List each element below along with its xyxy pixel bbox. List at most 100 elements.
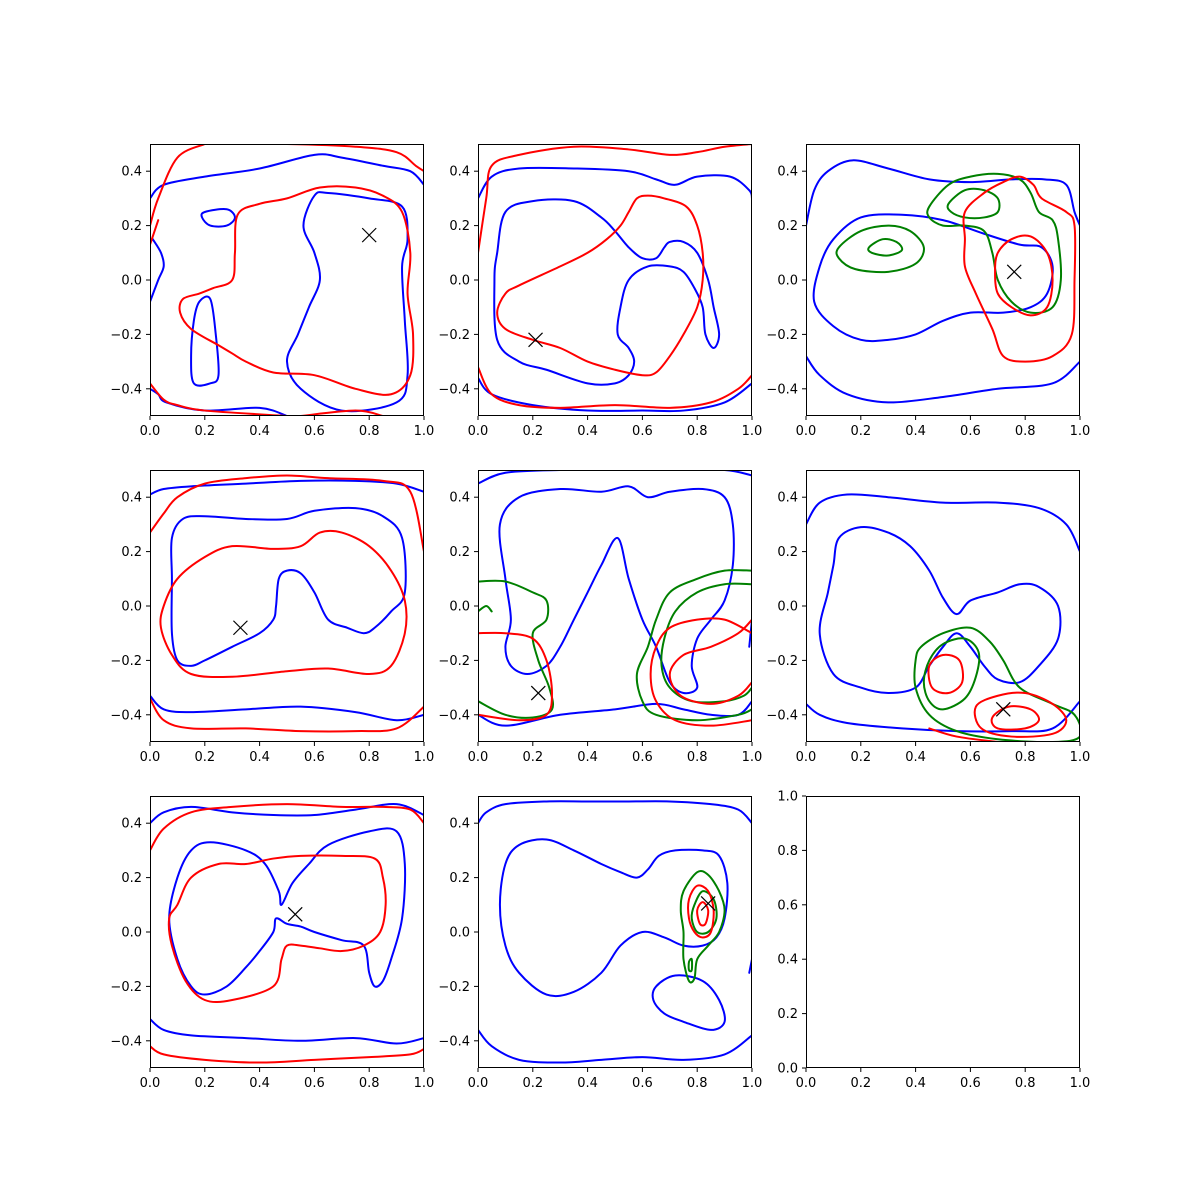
y-tick-label: 0.2 bbox=[449, 871, 470, 886]
contour-line-5 bbox=[922, 637, 981, 711]
y-tick-label: 0.0 bbox=[777, 274, 798, 289]
x-tick-label: 0.4 bbox=[905, 1076, 926, 1091]
x-tick-label: 0.0 bbox=[796, 1076, 817, 1091]
x-tick-label: 1.0 bbox=[1070, 424, 1091, 439]
contour-line-6 bbox=[150, 238, 165, 303]
x-tick-label: 1.0 bbox=[742, 424, 763, 439]
contour-line-7 bbox=[973, 691, 1068, 738]
x-tick-label: 1.0 bbox=[414, 750, 435, 765]
contour-line-3 bbox=[812, 213, 1054, 343]
y-tick-label: 0.2 bbox=[449, 219, 470, 234]
x-tick-label: 1.0 bbox=[1070, 750, 1091, 765]
plot-area bbox=[478, 470, 752, 727]
x-marker bbox=[361, 227, 377, 243]
y-tick-label: 0.0 bbox=[121, 926, 142, 941]
x-tick-label: 0.8 bbox=[1015, 1076, 1036, 1091]
contour-line-9 bbox=[928, 727, 999, 742]
x-tick-label: 0.0 bbox=[796, 750, 817, 765]
subplot-4: 0.0 0.2 0.4 0.6 0.8 1.0 −0.4 −0.2 0.0 0.2 0.4 bbox=[110, 470, 435, 765]
plot-area bbox=[150, 803, 424, 1064]
plot-area bbox=[150, 144, 424, 416]
x-tick-label: 0.4 bbox=[577, 424, 598, 439]
y-tick-label: 0.4 bbox=[449, 491, 470, 506]
subplot-3: 0.0 0.2 0.4 0.6 0.8 1.0 −0.4 −0.2 0.0 0.2 0.4 bbox=[766, 144, 1091, 439]
contour-line-4 bbox=[478, 144, 752, 254]
subplot-9: 0.0 0.2 0.4 0.6 0.8 1.0 0.0 0.2 0.4 0.6 0.8 1.0 bbox=[777, 790, 1090, 1092]
plot-area bbox=[806, 159, 1080, 404]
x-marker bbox=[530, 685, 546, 701]
contour-line-6 bbox=[167, 854, 387, 1004]
x-tick-label: 0.0 bbox=[140, 424, 161, 439]
subplot-2: 0.0 0.2 0.4 0.6 0.8 1.0 −0.4 −0.2 0.0 0.2 0.4 bbox=[438, 144, 762, 439]
y-tick-label: 1.0 bbox=[777, 790, 798, 805]
contour-line-9 bbox=[687, 884, 715, 939]
x-tick-label: 0.6 bbox=[632, 750, 653, 765]
contour-line-9 bbox=[478, 631, 553, 722]
contour-line-10 bbox=[178, 185, 415, 396]
contour-line-8 bbox=[231, 144, 424, 173]
y-tick-label: 0.0 bbox=[449, 926, 470, 941]
y-tick-label: −0.4 bbox=[438, 1034, 470, 1049]
y-tick-label: 0.4 bbox=[121, 165, 142, 180]
contour-line-6 bbox=[679, 869, 726, 984]
contour-line-1 bbox=[478, 800, 752, 825]
x-tick-label: 0.8 bbox=[1015, 424, 1036, 439]
contour-line-5 bbox=[478, 366, 752, 409]
contour-line-1 bbox=[478, 470, 752, 485]
y-tick-label: 0.2 bbox=[449, 545, 470, 560]
x-tick-label: 1.0 bbox=[742, 1076, 763, 1091]
x-tick-label: 0.4 bbox=[249, 750, 270, 765]
subplot-7: 0.0 0.2 0.4 0.6 0.8 1.0 −0.4 −0.2 0.0 0.2 0.4 bbox=[110, 796, 434, 1091]
contour-line-7 bbox=[946, 187, 1001, 220]
x-tick-label: 0.4 bbox=[577, 1076, 598, 1091]
y-tick-label: 0.0 bbox=[777, 600, 798, 615]
contour-line-9 bbox=[994, 234, 1054, 317]
plot-area bbox=[478, 144, 752, 413]
y-tick-label: −0.2 bbox=[110, 980, 142, 995]
contour-line-4 bbox=[150, 474, 424, 553]
contour-line-4 bbox=[835, 224, 925, 274]
y-tick-label: 0.4 bbox=[777, 491, 798, 506]
y-tick-label: −0.4 bbox=[766, 382, 798, 397]
subplot-1: 0.0 0.2 0.4 0.6 0.8 1.0 −0.4 −0.2 0.0 0.2 0.4 bbox=[110, 144, 434, 439]
contour-line-3 bbox=[285, 191, 409, 413]
x-tick-label: 0.0 bbox=[140, 1076, 161, 1091]
y-tick-label: 0.2 bbox=[121, 871, 142, 886]
y-tick-label: 0.6 bbox=[777, 898, 798, 913]
contour-line-12 bbox=[299, 409, 384, 416]
y-tick-label: −0.2 bbox=[110, 654, 142, 669]
contour-line-3 bbox=[651, 974, 726, 1031]
x-tick-label: 0.2 bbox=[522, 424, 543, 439]
plot-area bbox=[806, 493, 1080, 742]
contour-line-6 bbox=[926, 172, 1063, 314]
contour-line-6 bbox=[496, 194, 705, 377]
x-tick-label: 0.6 bbox=[632, 1076, 653, 1091]
x-tick-label: 0.2 bbox=[194, 750, 215, 765]
axes-frame bbox=[150, 470, 424, 742]
subplot-8: 0.0 0.2 0.4 0.6 0.8 1.0 −0.4 −0.2 0.0 0.2 0.4 bbox=[438, 796, 763, 1091]
contour-line-1 bbox=[150, 479, 424, 496]
x-tick-label: 0.0 bbox=[140, 750, 161, 765]
x-tick-label: 1.0 bbox=[1070, 1076, 1091, 1091]
x-tick-label: 0.4 bbox=[577, 750, 598, 765]
x-tick-label: 1.0 bbox=[742, 750, 763, 765]
contour-line-4 bbox=[150, 803, 424, 852]
y-tick-label: 0.4 bbox=[121, 491, 142, 506]
y-tick-label: −0.4 bbox=[438, 382, 470, 397]
y-tick-label: 0.8 bbox=[777, 844, 798, 859]
contour-line-4 bbox=[478, 1028, 752, 1064]
contour-line-2 bbox=[806, 700, 1080, 733]
x-tick-label: 0.6 bbox=[960, 750, 981, 765]
x-tick-label: 0.8 bbox=[687, 424, 708, 439]
contour-line-5 bbox=[478, 579, 555, 719]
x-tick-label: 0.6 bbox=[304, 750, 325, 765]
plot-area bbox=[478, 800, 752, 1064]
x-tick-label: 0.2 bbox=[850, 1076, 871, 1091]
y-tick-label: 0.2 bbox=[121, 219, 142, 234]
y-tick-label: 0.0 bbox=[121, 274, 142, 289]
y-tick-label: 0.0 bbox=[777, 1062, 798, 1077]
contour-line-8 bbox=[962, 175, 1077, 363]
x-tick-label: 0.6 bbox=[304, 1076, 325, 1091]
x-marker bbox=[995, 701, 1011, 717]
